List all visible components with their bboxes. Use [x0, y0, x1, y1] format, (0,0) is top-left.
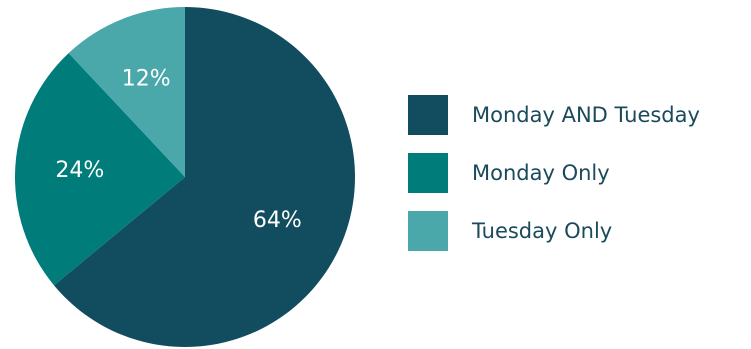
pie-slice-labels: 64% 24% 12% — [55, 67, 301, 233]
pie-slices — [15, 7, 355, 347]
legend-swatch-monday-only — [408, 153, 448, 193]
slice-label-monday-and-tuesday: 64% — [253, 208, 302, 233]
chart-legend: Monday AND Tuesday Monday Only Tuesday O… — [408, 95, 700, 269]
legend-swatch-monday-and-tuesday — [408, 95, 448, 135]
legend-item-monday-only: Monday Only — [408, 153, 700, 193]
slice-label-tuesday-only: 12% — [122, 67, 171, 92]
pie-slice-monday-only — [15, 53, 186, 286]
pie-slice-monday-and-tuesday — [54, 7, 355, 347]
legend-item-monday-and-tuesday: Monday AND Tuesday — [408, 95, 700, 135]
slice-label-monday-only: 24% — [55, 158, 104, 183]
legend-swatch-tuesday-only — [408, 211, 448, 251]
legend-label-tuesday-only: Tuesday Only — [472, 219, 613, 243]
legend-item-tuesday-only: Tuesday Only — [408, 211, 700, 251]
legend-label-monday-and-tuesday: Monday AND Tuesday — [472, 103, 700, 127]
legend-label-monday-only: Monday Only — [472, 161, 610, 185]
pie-slice-tuesday-only — [68, 7, 185, 177]
